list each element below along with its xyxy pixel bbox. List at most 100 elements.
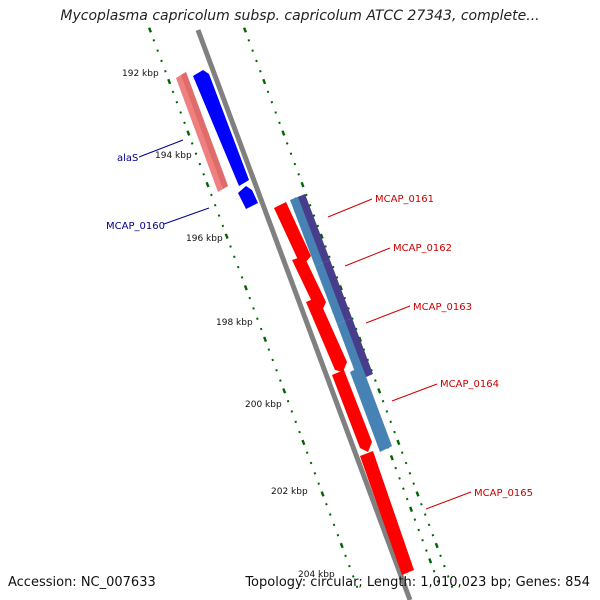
ruler-tick: [381, 399, 385, 403]
ruler-tick: [317, 482, 321, 485]
mcap-0164-leader-line: [391, 383, 438, 402]
ruler-tick: [266, 90, 270, 94]
ruler-tick: [439, 554, 442, 558]
ruler-tick: [240, 276, 244, 279]
mcap-0161-gene-bar[interactable]: [290, 196, 325, 266]
ruler-tick: [413, 518, 417, 521]
ruler-tick: [171, 90, 175, 94]
ruler-tick: [434, 542, 439, 549]
mcap-0162-gene-bar[interactable]: [315, 262, 347, 324]
alaS-gene-bar-shade: [181, 72, 228, 189]
mcap-0160-leader-line: [163, 207, 210, 225]
ruler-tick: [210, 193, 213, 197]
ruler-tick: [270, 100, 274, 104]
mcap-0163-leader-line: [365, 305, 411, 324]
ruler-tick: [190, 142, 194, 145]
ruler-tick: [205, 181, 210, 188]
ruler-tick: [427, 523, 431, 527]
ruler-tick: [164, 69, 167, 73]
ruler-tick: [319, 233, 324, 239]
gene-label-mcap-0165[interactable]: MCAP_0165: [474, 488, 533, 499]
ruler-tick: [297, 173, 300, 176]
alaS-cds-arrow[interactable]: [193, 70, 249, 186]
ruler-tick: [282, 388, 287, 394]
mcap-0165-leader-line: [425, 491, 472, 510]
ruler-tick: [167, 78, 172, 85]
ruler-tick: [274, 111, 277, 114]
ruler-tick: [336, 533, 340, 537]
ruler-tick: [202, 173, 205, 176]
ruler-tick: [285, 142, 289, 145]
gene-label-mcap-0162[interactable]: MCAP_0162: [393, 243, 452, 254]
mcap-0164-gene-bar[interactable]: [350, 366, 392, 452]
gene-label-mcap-0161[interactable]: MCAP_0161: [375, 194, 434, 205]
ruler-tick: [294, 420, 298, 424]
ruler-tick: [179, 111, 182, 114]
ruler-tick: [248, 296, 251, 300]
mcap-0164-cds-arrow[interactable]: [332, 370, 372, 452]
ruler-tick: [312, 214, 316, 217]
ruler-tick: [229, 245, 232, 248]
ruler-tick: [152, 39, 156, 42]
ruler-tick: [431, 533, 435, 537]
ruler-tick: [286, 399, 290, 403]
tick-label: 202 kbp: [271, 487, 308, 497]
reverse-strand-features: [274, 194, 414, 575]
ruler-tick: [309, 461, 313, 465]
ruler-tick: [405, 497, 409, 501]
ruler-tick: [224, 233, 229, 239]
ruler-tick: [354, 327, 358, 331]
ruler-tick: [325, 502, 328, 506]
ruler-tick: [343, 296, 346, 300]
ruler-tick: [339, 542, 344, 549]
mcap-0161-cds-arrow[interactable]: [274, 202, 311, 263]
tick-label: 194 kbp: [155, 151, 192, 161]
gene-label-alaS[interactable]: alaS: [117, 153, 138, 164]
ruler-tick: [351, 317, 354, 320]
gene-label-mcap-0160[interactable]: MCAP_0160: [106, 221, 165, 232]
ruler-tick: [446, 575, 450, 578]
ruler-tick: [293, 162, 297, 166]
mcap-0163-gene-bar[interactable]: [337, 320, 368, 380]
ruler-tick: [305, 451, 309, 454]
tick-labels: 192 kbp 194 kbp 196 kbp 198 kbp 200 kbp …: [122, 69, 335, 580]
ruler-tick: [255, 59, 258, 63]
ruler-tick: [221, 224, 225, 228]
ruler-tick: [259, 69, 262, 73]
tick-label: 200 kbp: [245, 400, 282, 410]
ruler-tick: [316, 224, 320, 228]
ruler-tick: [252, 307, 255, 310]
mcap-0161-leader-line: [327, 198, 373, 218]
ruler-tick: [313, 472, 317, 475]
ruler-tick: [432, 569, 436, 573]
ruler-tick: [148, 27, 152, 33]
ruler-tick: [290, 410, 294, 413]
forward-strand-features: [176, 70, 258, 209]
ruler-tick: [443, 564, 446, 568]
ruler-tick: [267, 348, 271, 351]
ruler-tick: [279, 379, 282, 382]
ruler-tick: [198, 162, 202, 166]
ruler-tick: [385, 410, 389, 413]
ruler-tick: [247, 39, 251, 42]
tick-label: 204 kbp: [298, 570, 335, 580]
mcap-0165-cds-arrow[interactable]: [360, 451, 414, 575]
tick-label: 198 kbp: [216, 318, 253, 328]
gene-label-mcap-0163[interactable]: MCAP_0163: [413, 302, 472, 313]
ruler-tick: [275, 368, 278, 372]
ruler-tick: [281, 130, 286, 136]
ruler-tick: [186, 130, 191, 136]
mcap-0163-cds-arrow[interactable]: [306, 297, 347, 372]
ruler-tick: [417, 528, 420, 532]
ruler-tick: [262, 78, 267, 85]
gene-labels: alaS MCAP_0160 MCAP_0161 MCAP_0162 MCAP_…: [106, 139, 533, 510]
ruler-tick: [308, 203, 312, 207]
ruler-tick: [251, 49, 254, 52]
ruler-tick: [374, 379, 377, 382]
mcap-0160-cds-arrow[interactable]: [238, 186, 258, 209]
gene-label-mcap-0164[interactable]: MCAP_0164: [440, 379, 499, 390]
map-title: Mycoplasma capricolum subsp. capricolum …: [60, 8, 540, 24]
ruler-tick: [256, 317, 259, 320]
ruler-tick: [305, 193, 308, 197]
ruler-tick: [156, 49, 159, 52]
